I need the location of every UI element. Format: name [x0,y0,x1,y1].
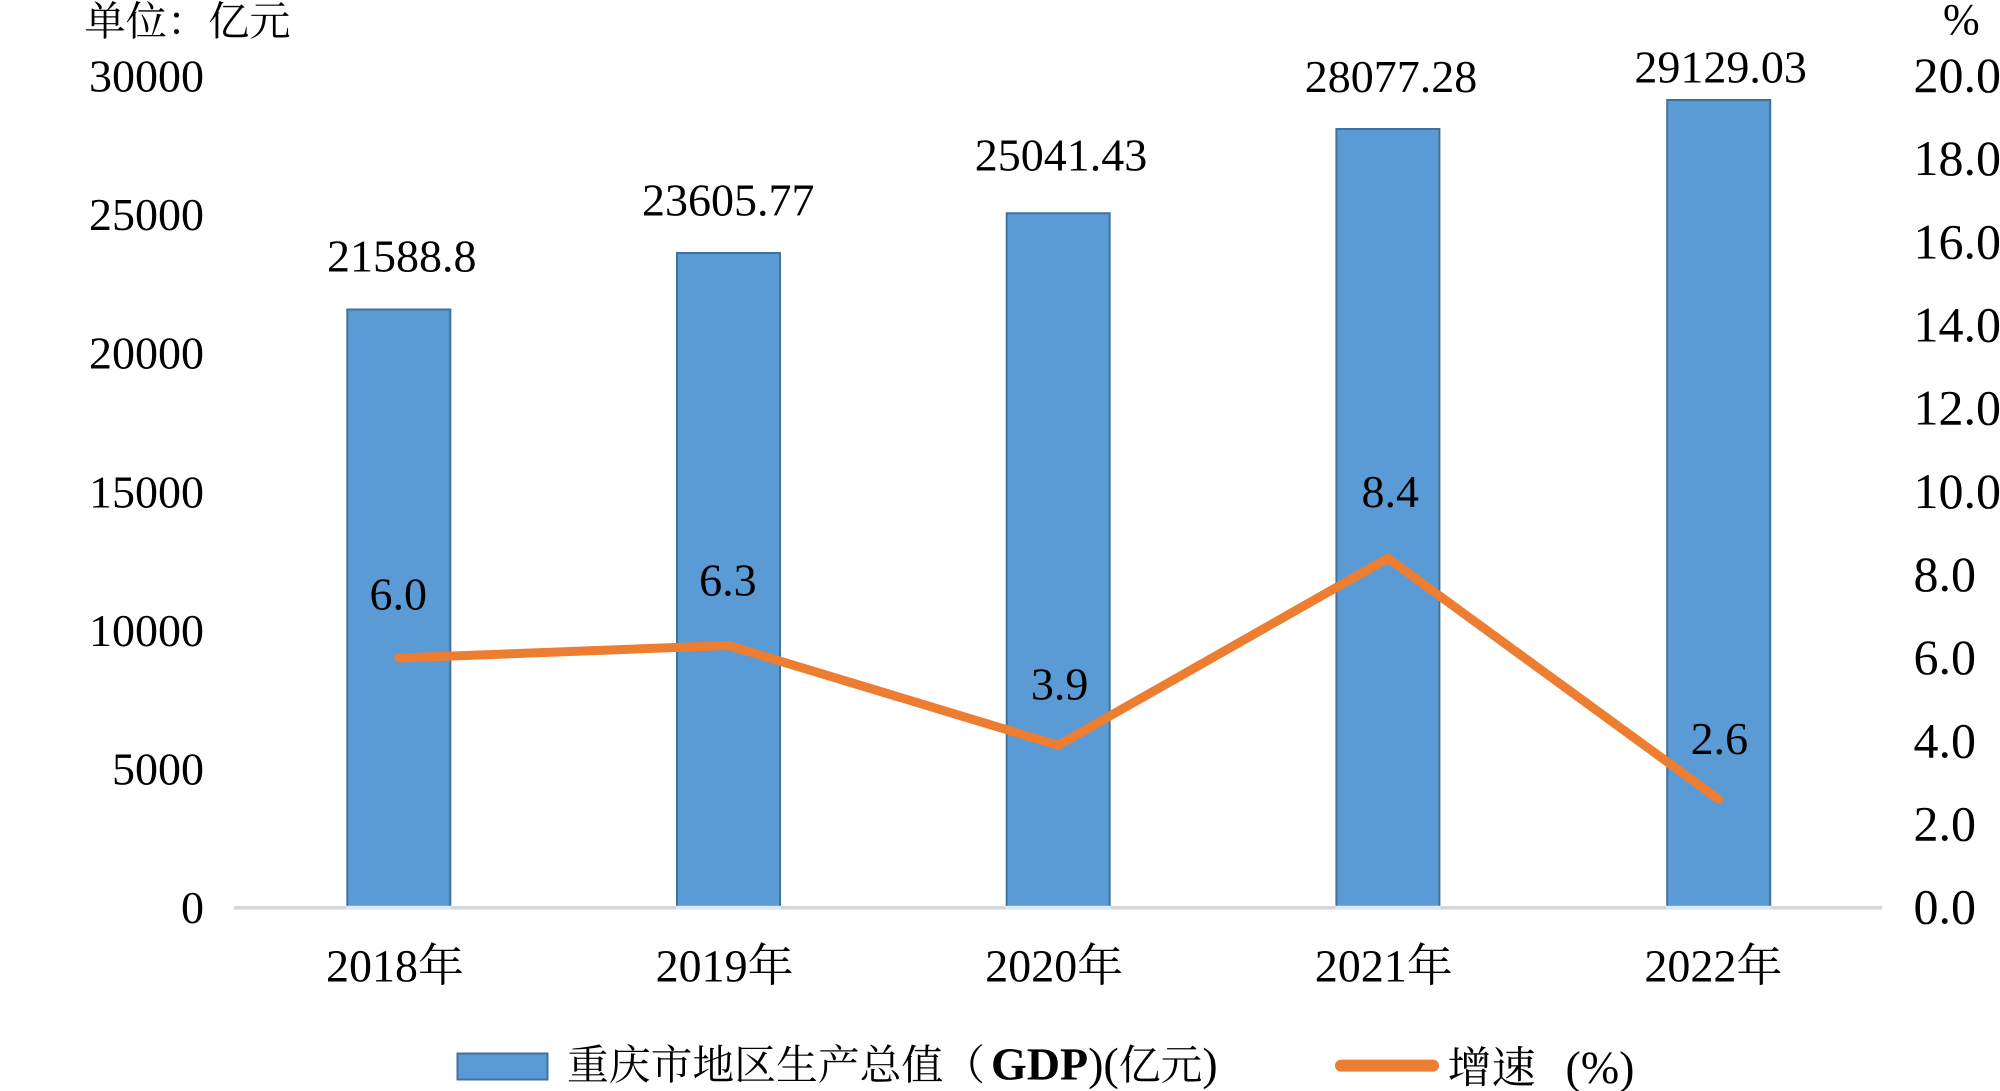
svg-text:0.0: 0.0 [1914,879,1977,935]
svg-text:12.0: 12.0 [1914,380,2000,436]
svg-text:0: 0 [181,882,204,933]
svg-text:8.0: 8.0 [1914,546,1977,602]
svg-text:5000: 5000 [112,744,204,795]
svg-text:3.9: 3.9 [1031,659,1089,710]
svg-text:25000: 25000 [89,189,204,240]
svg-text:16.0: 16.0 [1914,213,2000,269]
svg-text:%: % [1943,0,1980,44]
svg-text:4.0: 4.0 [1914,712,1977,768]
svg-text:28077.28: 28077.28 [1305,51,1478,102]
svg-text:8.4: 8.4 [1362,466,1420,517]
svg-text:6.0: 6.0 [370,569,428,620]
svg-text:20000: 20000 [89,328,204,379]
svg-text:14.0: 14.0 [1914,297,2000,353]
svg-text:6.0: 6.0 [1914,629,1977,685]
svg-text:18.0: 18.0 [1914,130,2000,186]
svg-text:25041.43: 25041.43 [975,130,1148,181]
svg-text:6.3: 6.3 [699,555,757,606]
svg-text:2.6: 2.6 [1691,713,1749,764]
svg-text:10.0: 10.0 [1914,463,2000,519]
svg-text:29129.03: 29129.03 [1634,42,1807,93]
svg-text:20.0: 20.0 [1914,47,2000,103]
svg-text:10000: 10000 [89,605,204,656]
svg-text:30000: 30000 [89,51,204,102]
svg-text:23605.77: 23605.77 [642,175,815,226]
svg-text:21588.8: 21588.8 [327,231,477,282]
svg-text:15000: 15000 [89,466,204,517]
svg-text:2.0: 2.0 [1914,796,1977,852]
